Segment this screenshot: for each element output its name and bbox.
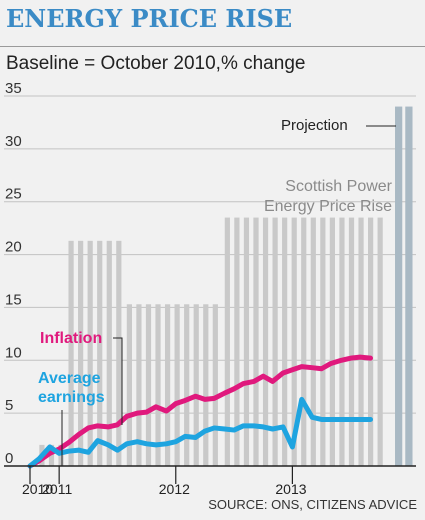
- chart-title: ENERGY PRICE RISE: [6, 4, 293, 33]
- bar-stripe: [145, 304, 152, 466]
- bar-stripe: [348, 217, 355, 466]
- bar-stripe: [97, 240, 103, 466]
- bar-stripe: [339, 217, 345, 466]
- inflation-line: [27, 354, 374, 469]
- projection-bar: [405, 106, 413, 466]
- projection-bar: [395, 106, 403, 466]
- bar-stripe: [193, 304, 199, 466]
- inflation-leader-line: [113, 337, 123, 425]
- y-tick-label: 10: [5, 344, 22, 361]
- bar-stripe: [272, 217, 278, 466]
- bar-stripe: [301, 217, 307, 466]
- average-earnings-label: Average: [38, 370, 101, 387]
- gridlines: [4, 95, 416, 414]
- bar-stripe: [224, 217, 230, 466]
- title-divider: [0, 46, 425, 47]
- bar-stripe: [368, 217, 374, 466]
- chart-subtitle: Baseline = October 2010,% change: [6, 53, 306, 74]
- bar-stripe: [358, 217, 364, 466]
- bar-stripe: [87, 240, 93, 466]
- bar-stripe: [126, 304, 132, 466]
- bar-stripe: [243, 217, 250, 466]
- bar-stripe: [310, 217, 316, 466]
- source-note: SOURCE: ONS, CITIZENS ADVICE: [208, 497, 417, 512]
- bar-stripe: [68, 240, 74, 466]
- y-tick-label: 20: [5, 239, 22, 256]
- y-tick-label: 35: [5, 80, 22, 97]
- energy-price-bars: [39, 106, 413, 466]
- bar-stripe: [174, 304, 180, 466]
- bar-stripe: [282, 217, 288, 466]
- average-earnings-label: earnings: [38, 389, 105, 406]
- inflation-label: Inflation: [40, 330, 102, 347]
- bar-stripe: [253, 217, 259, 466]
- bar-stripe: [377, 217, 383, 466]
- bar-stripe: [78, 240, 84, 466]
- x-tick-label: 2011: [42, 481, 72, 497]
- bar-stripe: [320, 217, 326, 466]
- bar-stripe: [184, 304, 190, 466]
- energy-price-label: Energy Price Rise: [264, 198, 392, 215]
- y-tick-label: 30: [5, 133, 22, 150]
- y-tick-label: 0: [5, 450, 13, 467]
- bar-stripe: [234, 217, 240, 466]
- projection-label: Projection: [281, 117, 348, 134]
- bar-stripe: [262, 217, 269, 466]
- bar-stripe: [329, 217, 335, 466]
- y-tick-label: 25: [5, 186, 22, 203]
- line-series: [27, 354, 374, 469]
- x-tick-label: 2010: [22, 481, 53, 497]
- bar-stripe: [291, 217, 297, 466]
- bar-stripe: [212, 304, 218, 466]
- average-earnings-line: [27, 396, 374, 469]
- bar-stripe: [164, 304, 171, 466]
- x-tick-label: 2013: [275, 481, 306, 497]
- bar-stripe: [48, 444, 55, 466]
- bar-stripe: [155, 304, 161, 466]
- bar-stripe: [136, 304, 142, 466]
- x-tick-label: 2012: [159, 481, 190, 497]
- bar-stripe: [116, 240, 122, 466]
- annotations: Inflation Average earnings Scottish Power En…: [38, 117, 396, 466]
- y-tick-label: 15: [5, 291, 22, 308]
- y-tick-label: 5: [5, 397, 13, 414]
- bar-stripe: [203, 304, 209, 466]
- bar-stripe: [106, 240, 112, 466]
- energy-price-label: Scottish Power: [285, 178, 392, 195]
